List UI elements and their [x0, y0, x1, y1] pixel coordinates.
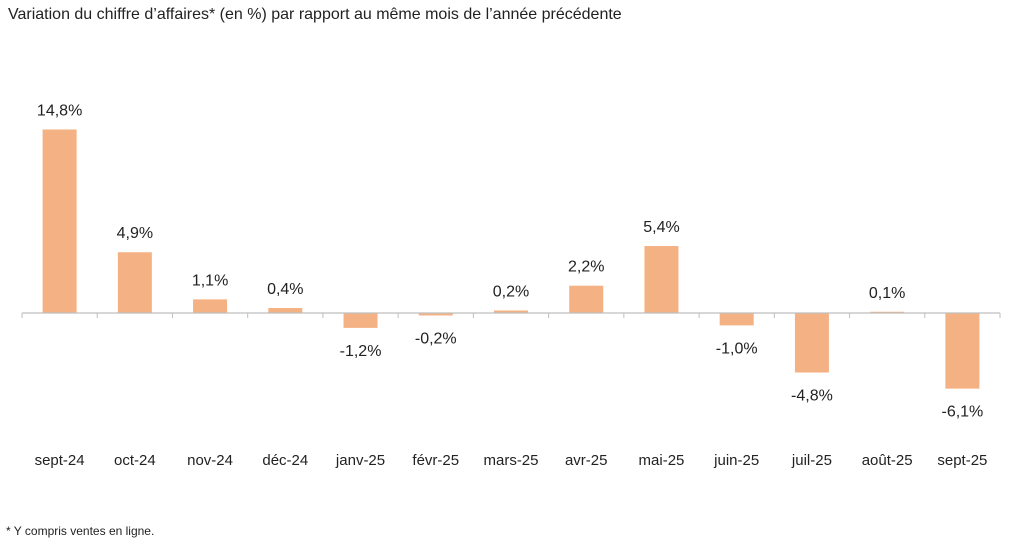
bar-déc-24 [268, 308, 303, 313]
data-label-mars-25: 0,2% [493, 284, 529, 301]
footnote: * Y compris ventes en ligne. [6, 524, 155, 538]
category-label-juil-25: juil-25 [791, 452, 832, 469]
chart-title: Variation du chiffre d’affaires* (en %) … [8, 6, 622, 23]
bar-sept-24 [42, 129, 77, 313]
axis-group [21, 312, 1001, 318]
bar-mars-25 [494, 310, 528, 313]
data-label-oct-24: 4,9% [117, 225, 153, 242]
category-label-mai-25: mai-25 [639, 452, 685, 469]
data-label-déc-24: 0,4% [267, 281, 303, 298]
bar-nov-24 [193, 299, 228, 313]
bar-juil-25 [794, 313, 829, 373]
bar-sept-25 [945, 313, 980, 389]
data-label-sept-25: -6,1% [941, 404, 983, 421]
bar-mai-25 [644, 246, 679, 313]
category-label-mars-25: mars-25 [483, 452, 538, 469]
data-labels-group: 14,8% 4,9% 1,1% 0,4% -1,2% -0,2% 0,2% 2,2% 5,4% -… [37, 102, 983, 420]
bar-janv-25 [343, 313, 378, 328]
category-label-janv-25: janv-25 [335, 452, 385, 469]
category-label-déc-24: déc-24 [262, 452, 308, 469]
category-label-oct-24: oct-24 [114, 452, 156, 469]
data-label-mai-25: 5,4% [643, 219, 679, 236]
category-label-sept-25: sept-25 [937, 452, 987, 469]
data-label-juin-25: -1,0% [716, 340, 758, 357]
category-label-avr-25: avr-25 [565, 452, 608, 469]
data-label-janv-25: -1,2% [340, 343, 382, 360]
bar-févr-25 [418, 313, 453, 316]
bars-group [42, 129, 980, 389]
category-label-sept-24: sept-24 [35, 452, 85, 469]
category-label-nov-24: nov-24 [187, 452, 233, 469]
bar-juin-25 [719, 313, 754, 326]
data-label-juil-25: -4,8% [791, 388, 833, 405]
category-labels-group: sept-24 oct-24 nov-24 déc-24 janv-25 févr-25 m… [35, 452, 988, 469]
data-label-avr-25: 2,2% [568, 259, 604, 276]
category-label-août-25: août-25 [862, 452, 913, 469]
bar-avr-25 [569, 285, 604, 313]
data-label-févr-25: -0,2% [415, 330, 457, 347]
data-label-nov-24: 1,1% [192, 272, 228, 289]
data-label-août-25: 0,1% [869, 285, 905, 302]
data-label-sept-24: 14,8% [37, 102, 82, 119]
bar-oct-24 [117, 252, 152, 313]
category-label-févr-25: févr-25 [412, 452, 459, 469]
category-label-juin-25: juin-25 [713, 452, 759, 469]
